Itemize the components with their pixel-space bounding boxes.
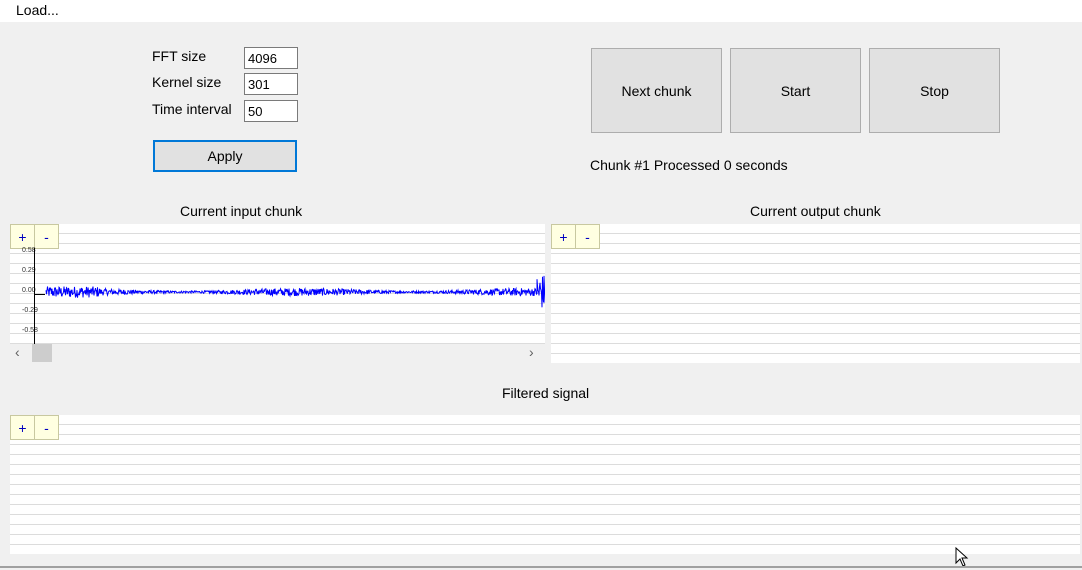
- fft-size-label: FFT size: [152, 48, 207, 64]
- time-interval-label: Time interval: [152, 101, 232, 117]
- input-waveform-plot: [34, 248, 545, 344]
- start-button[interactable]: Start: [730, 48, 861, 133]
- output-zoom-out-button[interactable]: -: [575, 224, 600, 249]
- mouse-cursor-icon: [955, 547, 969, 567]
- stop-button[interactable]: Stop: [869, 48, 1000, 133]
- filtered-zoom-in-button[interactable]: +: [10, 415, 35, 440]
- y-tick-label: -0.29: [22, 307, 38, 314]
- status-text: Chunk #1 Processed 0 seconds: [590, 157, 788, 173]
- input-chart-title: Current input chunk: [180, 203, 303, 219]
- fft-size-input[interactable]: 4096: [244, 47, 298, 69]
- kernel-size-input[interactable]: 301: [244, 73, 298, 95]
- menu-bar: Load...: [0, 0, 1082, 22]
- y-tick-label: -0.58: [22, 327, 38, 334]
- apply-button[interactable]: Apply: [153, 140, 297, 172]
- window-bottom-border: [0, 566, 1082, 568]
- time-interval-input[interactable]: 50: [244, 100, 298, 122]
- output-chart-title: Current output chunk: [750, 203, 881, 219]
- y-tick-label: 0.00: [22, 287, 36, 294]
- y-tick-label: 0.58: [22, 247, 36, 254]
- output-zoom-in-button[interactable]: +: [551, 224, 576, 249]
- output-chart[interactable]: + -: [551, 224, 1080, 363]
- y-tick-label: 0.29: [22, 267, 36, 274]
- scroll-left-icon[interactable]: ‹: [15, 344, 20, 360]
- filtered-zoom-out-button[interactable]: -: [34, 415, 59, 440]
- load-menu-item[interactable]: Load...: [16, 2, 59, 18]
- filtered-chart-title: Filtered signal: [502, 385, 590, 401]
- filtered-chart[interactable]: + -: [10, 415, 1080, 554]
- input-horizontal-scrollbar[interactable]: ‹ ›: [10, 344, 545, 362]
- scroll-thumb[interactable]: [32, 344, 52, 362]
- input-waveform: [45, 275, 545, 308]
- input-zoom-out-button[interactable]: -: [34, 224, 59, 249]
- input-zoom-in-button[interactable]: +: [10, 224, 35, 249]
- next-chunk-button[interactable]: Next chunk: [591, 48, 722, 133]
- kernel-size-label: Kernel size: [152, 74, 222, 90]
- scroll-right-icon[interactable]: ›: [529, 344, 534, 360]
- input-chart[interactable]: + - 0.58 0.29 0.00 -0.29 -0.58: [10, 224, 545, 344]
